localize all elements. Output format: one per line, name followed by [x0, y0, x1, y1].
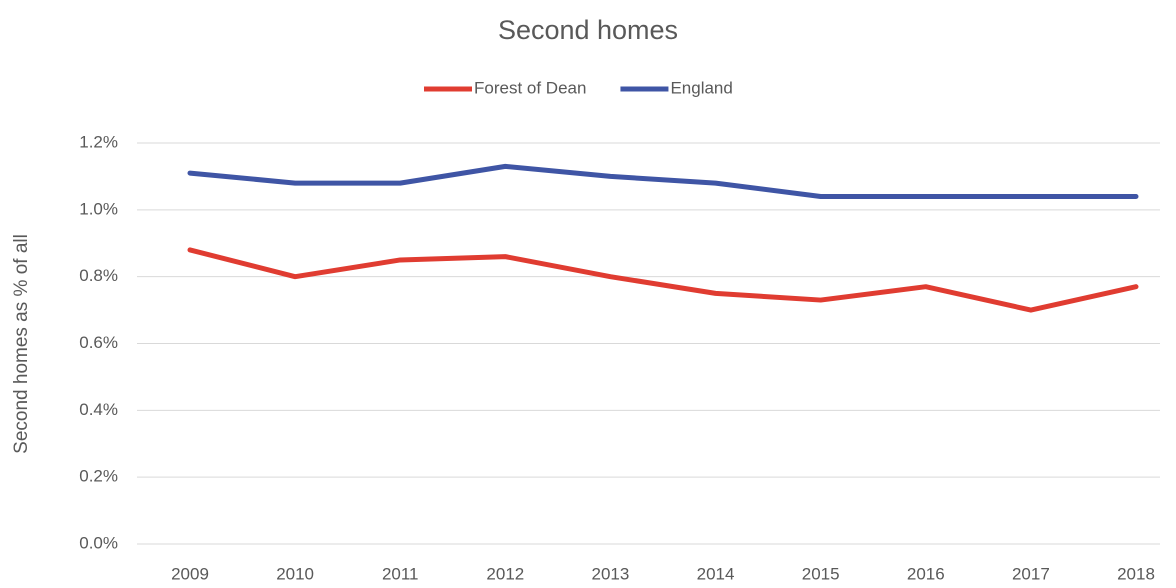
x-tick-label: 2009: [171, 564, 209, 583]
x-tick-label: 2015: [802, 564, 840, 583]
x-tick-label: 2011: [382, 564, 419, 583]
x-tick-label: 2017: [1012, 564, 1050, 583]
legend-label: England: [670, 78, 732, 97]
x-tick-label: 2013: [592, 564, 630, 583]
y-tick-label: 0.4%: [79, 400, 118, 419]
x-tick-label: 2014: [697, 564, 735, 583]
chart-title: Second homes: [498, 15, 678, 45]
y-tick-label: 1.0%: [79, 199, 118, 218]
y-tick-label: 0.2%: [79, 467, 118, 486]
y-axis-label: Second homes as % of all: [11, 234, 32, 454]
series-line: [187, 163, 1139, 199]
x-tick-label: 2018: [1117, 564, 1155, 583]
y-tick-label: 0.6%: [79, 333, 118, 352]
legend-label: Forest of Dean: [474, 78, 586, 97]
x-tick-label: 2012: [486, 564, 524, 583]
x-tick-label: 2010: [276, 564, 314, 583]
x-tick-label: 2016: [907, 564, 945, 583]
y-tick-label: 0.0%: [79, 533, 118, 552]
y-tick-label: 0.8%: [79, 266, 118, 285]
series-line: [187, 247, 1139, 313]
y-tick-label: 1.2%: [79, 132, 118, 151]
